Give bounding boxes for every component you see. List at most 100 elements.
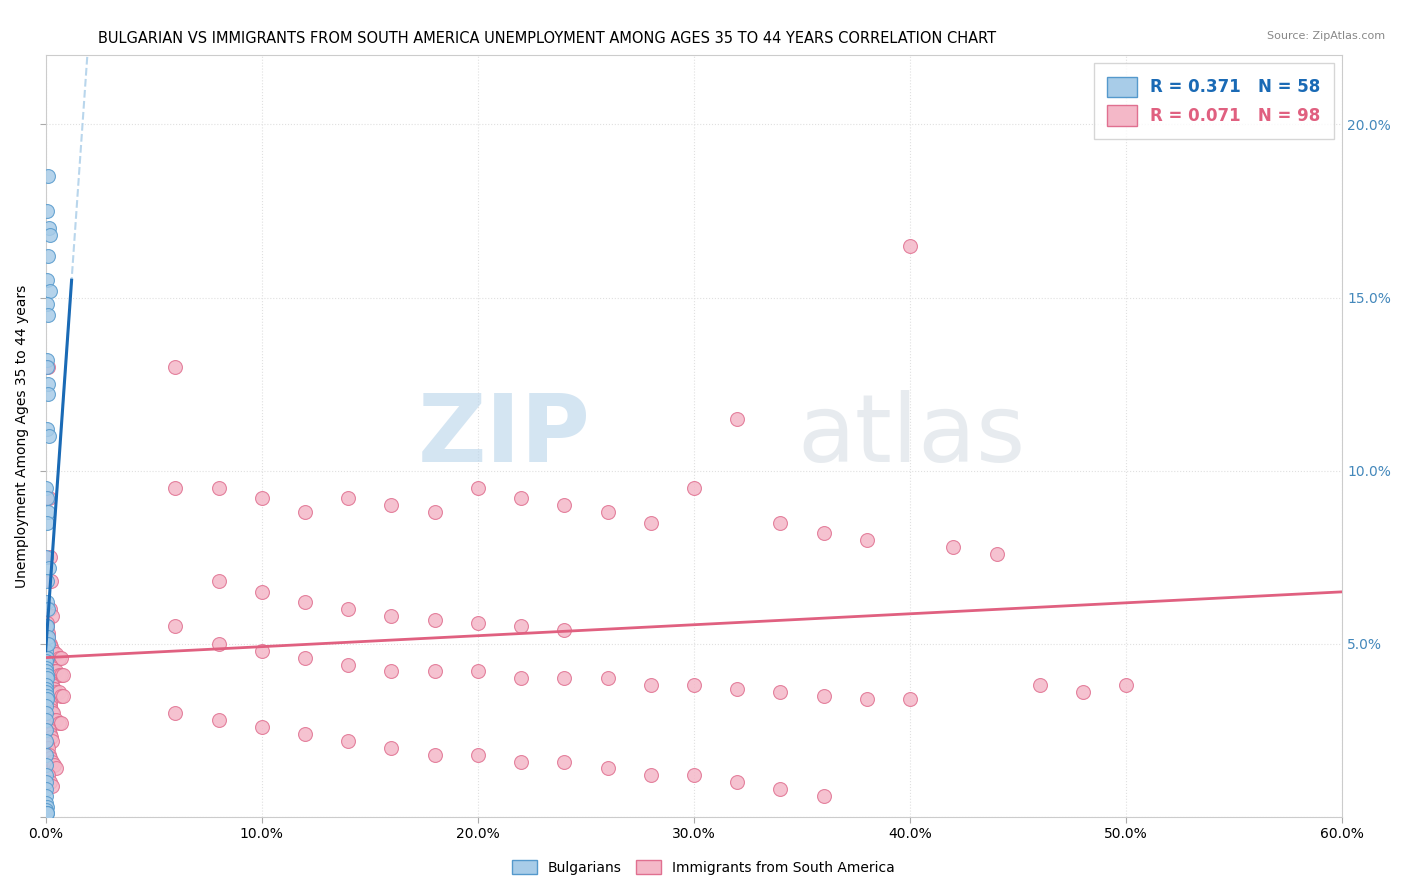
Point — [769, 782, 792, 797]
Point — [813, 526, 835, 541]
Point — [35, 689, 58, 703]
Point — [41, 678, 63, 692]
Point — [553, 498, 575, 512]
Point — [207, 574, 229, 589]
Point — [380, 609, 402, 624]
Point — [35, 803, 58, 817]
Point — [37, 692, 59, 706]
Point — [35, 713, 58, 727]
Point — [380, 665, 402, 679]
Point — [596, 672, 619, 686]
Point — [35, 799, 58, 814]
Point — [769, 516, 792, 530]
Point — [38, 637, 60, 651]
Point — [510, 672, 533, 686]
Point — [35, 619, 58, 633]
Point — [37, 720, 59, 734]
Point — [35, 574, 58, 589]
Point — [769, 685, 792, 699]
Point — [38, 747, 60, 762]
Point — [640, 516, 662, 530]
Point — [37, 387, 59, 401]
Point — [165, 706, 187, 720]
Point — [553, 672, 575, 686]
Point — [48, 716, 70, 731]
Point — [640, 768, 662, 782]
Point — [35, 806, 58, 821]
Text: Source: ZipAtlas.com: Source: ZipAtlas.com — [1267, 31, 1385, 41]
Point — [38, 657, 60, 672]
Point — [39, 727, 62, 741]
Point — [510, 755, 533, 769]
Point — [423, 613, 446, 627]
Point — [37, 637, 59, 651]
Point — [35, 615, 58, 630]
Point — [37, 377, 59, 392]
Point — [39, 702, 62, 716]
Text: ZIP: ZIP — [418, 390, 591, 482]
Point — [294, 727, 316, 741]
Point — [165, 359, 187, 374]
Point — [41, 643, 63, 657]
Point — [38, 602, 60, 616]
Point — [207, 481, 229, 495]
Point — [49, 716, 72, 731]
Point — [35, 516, 58, 530]
Point — [38, 672, 60, 686]
Point — [45, 685, 67, 699]
Point — [986, 547, 1008, 561]
Point — [35, 723, 58, 738]
Point — [38, 696, 60, 710]
Point — [898, 692, 921, 706]
Point — [41, 733, 63, 747]
Point — [35, 706, 58, 720]
Point — [37, 249, 59, 263]
Point — [35, 672, 58, 686]
Point — [35, 665, 58, 679]
Point — [942, 540, 965, 554]
Point — [44, 647, 66, 661]
Point — [1028, 678, 1050, 692]
Point — [250, 584, 273, 599]
Y-axis label: Unemployment Among Ages 35 to 44 years: Unemployment Among Ages 35 to 44 years — [15, 285, 30, 588]
Point — [250, 643, 273, 657]
Point — [423, 747, 446, 762]
Point — [725, 411, 748, 425]
Point — [37, 359, 59, 374]
Point — [37, 637, 59, 651]
Point — [510, 619, 533, 633]
Point — [35, 758, 58, 772]
Text: BULGARIAN VS IMMIGRANTS FROM SOUTH AMERICA UNEMPLOYMENT AMONG AGES 35 TO 44 YEAR: BULGARIAN VS IMMIGRANTS FROM SOUTH AMERI… — [98, 31, 997, 46]
Point — [467, 665, 489, 679]
Point — [35, 643, 58, 657]
Point — [35, 297, 58, 311]
Point — [38, 221, 60, 235]
Legend: R = 0.371   N = 58, R = 0.071   N = 98: R = 0.371 N = 58, R = 0.071 N = 98 — [1094, 63, 1334, 139]
Point — [35, 654, 58, 668]
Point — [35, 806, 58, 821]
Point — [41, 609, 63, 624]
Point — [39, 775, 62, 789]
Point — [38, 560, 60, 574]
Point — [41, 755, 63, 769]
Point — [38, 657, 60, 672]
Point — [45, 665, 67, 679]
Point — [39, 678, 62, 692]
Point — [39, 661, 62, 675]
Point — [35, 768, 58, 782]
Point — [35, 685, 58, 699]
Point — [37, 308, 59, 322]
Point — [35, 668, 58, 682]
Point — [37, 505, 59, 519]
Point — [39, 699, 62, 714]
Point — [37, 692, 59, 706]
Point — [37, 672, 59, 686]
Point — [553, 755, 575, 769]
Point — [35, 481, 58, 495]
Point — [37, 740, 59, 755]
Point — [52, 668, 75, 682]
Point — [813, 689, 835, 703]
Point — [49, 650, 72, 665]
Point — [48, 685, 70, 699]
Point — [38, 723, 60, 738]
